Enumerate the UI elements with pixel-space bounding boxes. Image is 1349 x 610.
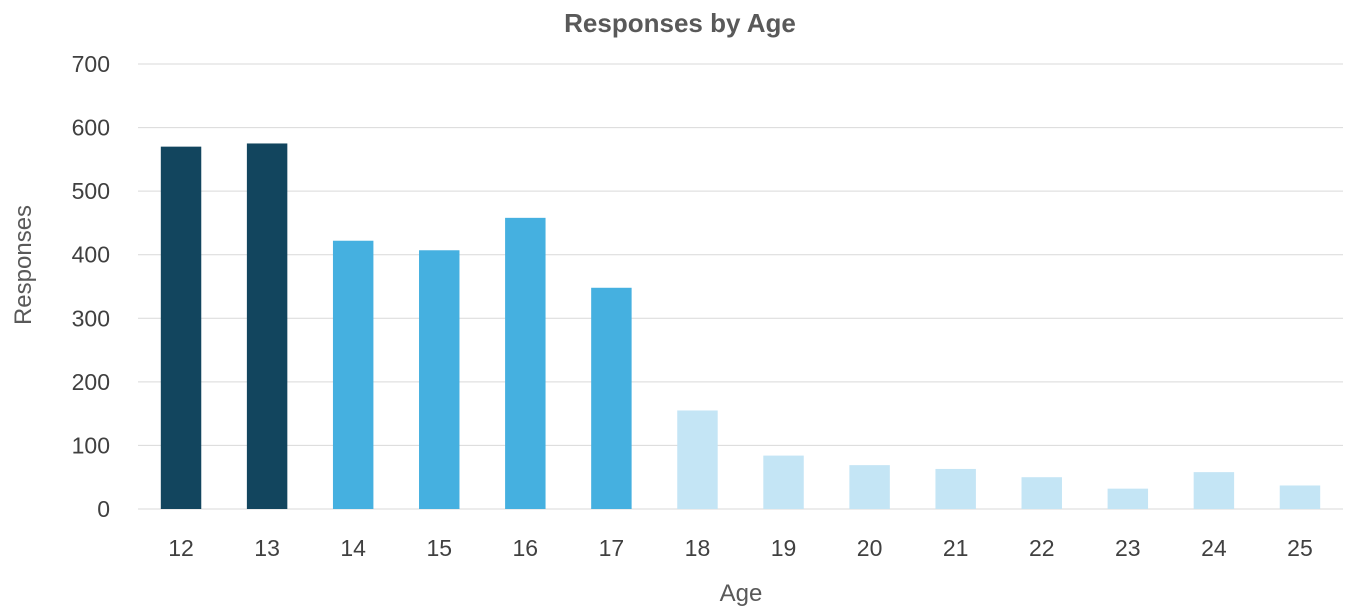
bar-age-14 [332, 240, 374, 509]
x-tick-label: 15 [426, 535, 452, 561]
x-tick-label: 13 [254, 535, 280, 561]
x-tick-label: 25 [1287, 535, 1313, 561]
y-tick-label: 500 [72, 178, 110, 204]
y-tick-label: 400 [72, 242, 110, 268]
y-axis-ticks: 0 100 200 300 400 500 600 700 [72, 51, 110, 522]
x-tick-label: 24 [1201, 535, 1227, 561]
x-tick-label: 18 [685, 535, 711, 561]
y-tick-label: 100 [72, 432, 110, 458]
x-tick-label: 19 [771, 535, 797, 561]
x-tick-label: 21 [943, 535, 969, 561]
bar-age-22 [1021, 477, 1062, 509]
y-tick-label: 200 [72, 369, 110, 395]
bar-age-24 [1193, 472, 1235, 509]
x-tick-label: 16 [513, 535, 539, 561]
y-tick-label: 0 [97, 496, 110, 522]
x-tick-label: 14 [340, 535, 366, 561]
bar-age-15 [419, 250, 460, 509]
bar-age-19 [763, 455, 804, 509]
x-tick-label: 17 [599, 535, 625, 561]
bar-age-25 [1279, 485, 1321, 509]
y-tick-label: 600 [72, 115, 110, 141]
y-axis-label: Responses [10, 205, 37, 325]
bar-age-20 [849, 465, 890, 509]
y-tick-label: 700 [72, 51, 110, 77]
bar-age-12 [160, 146, 202, 509]
x-tick-label: 22 [1029, 535, 1055, 561]
bar-age-18 [677, 410, 718, 509]
x-tick-label: 12 [168, 535, 194, 561]
chart-title: Responses by Age [564, 8, 796, 38]
gridlines [138, 63, 1343, 510]
x-tick-label: 20 [857, 535, 883, 561]
y-tick-label: 300 [72, 305, 110, 331]
bar-age-16 [505, 217, 546, 510]
bars [160, 143, 1321, 510]
x-tick-label: 23 [1115, 535, 1141, 561]
x-axis-ticks: 12 13 14 15 16 17 18 19 20 21 22 23 24 25 [168, 535, 1313, 561]
bar-age-21 [935, 468, 976, 509]
x-axis-label: Age [720, 580, 763, 607]
bar-age-17 [591, 287, 632, 509]
bar-age-13 [246, 143, 288, 509]
bar-age-23 [1107, 488, 1149, 509]
